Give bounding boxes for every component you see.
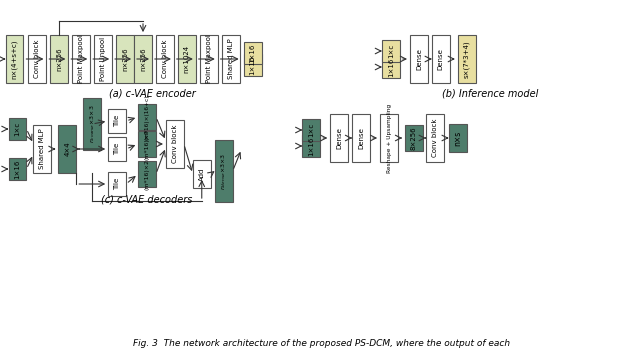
Text: Conv block: Conv block xyxy=(172,125,178,163)
Text: 1×16: 1×16 xyxy=(388,57,394,77)
FancyBboxPatch shape xyxy=(156,35,174,83)
Text: (m*16)×(16+c): (m*16)×(16+c) xyxy=(145,94,150,140)
FancyBboxPatch shape xyxy=(200,35,218,83)
Text: 1×16: 1×16 xyxy=(250,55,255,75)
FancyBboxPatch shape xyxy=(166,120,184,168)
FancyBboxPatch shape xyxy=(458,35,476,83)
Text: 4×4: 4×4 xyxy=(64,142,70,156)
Text: (m*16)×2: (m*16)×2 xyxy=(145,159,150,189)
FancyBboxPatch shape xyxy=(178,35,196,83)
Text: Tile: Tile xyxy=(114,143,120,155)
FancyBboxPatch shape xyxy=(6,35,24,83)
FancyBboxPatch shape xyxy=(302,135,320,157)
Text: Reshape + Upsampling: Reshape + Upsampling xyxy=(387,103,392,172)
Text: 1×c: 1×c xyxy=(15,122,20,136)
FancyBboxPatch shape xyxy=(138,161,156,187)
Text: 1×c: 1×c xyxy=(308,123,314,137)
Text: Point Maxpool: Point Maxpool xyxy=(205,35,212,84)
FancyBboxPatch shape xyxy=(244,54,262,76)
Text: Conv block: Conv block xyxy=(432,119,438,157)
Text: (m*16)×9: (m*16)×9 xyxy=(145,129,150,160)
Text: $n_{coarse}$×3×3: $n_{coarse}$×3×3 xyxy=(88,105,97,143)
FancyBboxPatch shape xyxy=(108,137,126,161)
FancyBboxPatch shape xyxy=(108,109,126,133)
FancyBboxPatch shape xyxy=(221,35,239,83)
FancyBboxPatch shape xyxy=(214,140,233,202)
FancyBboxPatch shape xyxy=(382,56,400,78)
Text: n×256: n×256 xyxy=(140,47,146,71)
Text: n×(4+s+c): n×(4+s+c) xyxy=(12,39,18,79)
Text: Dense: Dense xyxy=(336,127,342,149)
FancyBboxPatch shape xyxy=(28,35,46,83)
FancyBboxPatch shape xyxy=(83,98,101,150)
FancyBboxPatch shape xyxy=(352,114,370,162)
FancyBboxPatch shape xyxy=(302,119,320,141)
FancyBboxPatch shape xyxy=(449,124,467,153)
FancyBboxPatch shape xyxy=(382,40,400,62)
FancyBboxPatch shape xyxy=(116,35,134,83)
FancyBboxPatch shape xyxy=(138,104,156,130)
Text: (c) c-VAE decoders: (c) c-VAE decoders xyxy=(101,194,193,204)
FancyBboxPatch shape xyxy=(405,125,423,151)
Text: Fig. 3  The network architecture of the proposed PS-DCM, where the output of eac: Fig. 3 The network architecture of the p… xyxy=(132,339,510,348)
FancyBboxPatch shape xyxy=(51,35,68,83)
FancyBboxPatch shape xyxy=(33,125,51,173)
Text: n×1024: n×1024 xyxy=(184,45,190,73)
FancyBboxPatch shape xyxy=(58,125,76,173)
FancyBboxPatch shape xyxy=(138,131,156,157)
Text: Tile: Tile xyxy=(114,178,120,190)
Text: Dense: Dense xyxy=(438,48,444,70)
Text: n×256: n×256 xyxy=(122,47,128,71)
Text: Tile: Tile xyxy=(114,115,120,127)
Text: 1×16: 1×16 xyxy=(308,136,314,156)
FancyBboxPatch shape xyxy=(193,160,211,188)
Text: s×(7*3+4): s×(7*3+4) xyxy=(463,40,470,78)
Text: n×s: n×s xyxy=(453,130,462,145)
FancyBboxPatch shape xyxy=(426,114,444,162)
FancyBboxPatch shape xyxy=(330,114,348,162)
Text: Shared MLP: Shared MLP xyxy=(228,39,234,79)
FancyBboxPatch shape xyxy=(72,35,90,83)
FancyBboxPatch shape xyxy=(380,114,398,162)
FancyBboxPatch shape xyxy=(8,118,26,140)
FancyBboxPatch shape xyxy=(410,35,428,83)
Text: 1×16: 1×16 xyxy=(15,159,20,179)
Text: Dense: Dense xyxy=(358,127,364,149)
FancyBboxPatch shape xyxy=(108,172,126,196)
Text: Conv block: Conv block xyxy=(35,40,40,78)
Text: Add: Add xyxy=(199,167,205,181)
FancyBboxPatch shape xyxy=(134,35,152,83)
FancyBboxPatch shape xyxy=(432,35,450,83)
Text: 8×256: 8×256 xyxy=(411,126,417,150)
Text: $n_{dense}$×3×3: $n_{dense}$×3×3 xyxy=(220,152,228,190)
Text: Point Maxpool: Point Maxpool xyxy=(78,35,84,84)
FancyBboxPatch shape xyxy=(8,158,26,180)
Text: (b) Inference model: (b) Inference model xyxy=(442,88,539,98)
FancyBboxPatch shape xyxy=(94,35,112,83)
Text: (a) c-VAE encoder: (a) c-VAE encoder xyxy=(109,88,195,98)
Text: n×256: n×256 xyxy=(56,47,62,71)
Text: Shared MLP: Shared MLP xyxy=(40,129,45,169)
Text: 1×16: 1×16 xyxy=(250,43,255,63)
Text: Dense: Dense xyxy=(416,48,422,70)
Text: 1×c: 1×c xyxy=(388,44,394,58)
Text: Point Unpool: Point Unpool xyxy=(100,37,106,81)
Text: Conv block: Conv block xyxy=(162,40,168,78)
FancyBboxPatch shape xyxy=(244,42,262,64)
